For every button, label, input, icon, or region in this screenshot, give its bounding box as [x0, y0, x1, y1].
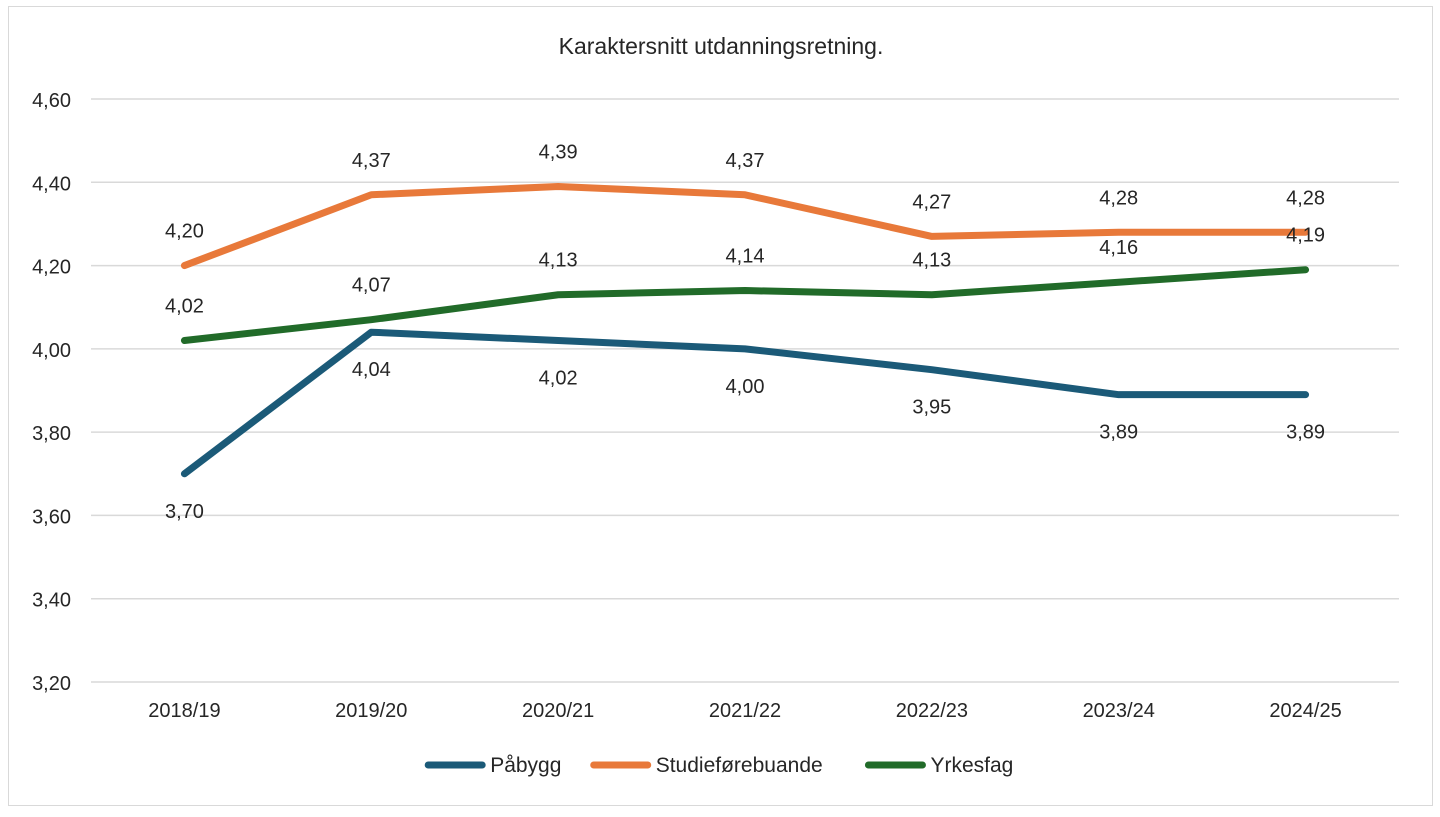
legend-label: Studieførebuande [656, 754, 823, 777]
data-label: 3,95 [912, 397, 951, 419]
legend-label: Påbygg [490, 754, 561, 777]
data-label: 4,02 [165, 296, 204, 318]
y-tick-label: 4,60 [32, 90, 71, 112]
series-line-påbygg [180, 328, 1310, 478]
data-label: 4,19 [1286, 225, 1325, 247]
legend: Påbygg Studieførebuande Yrkesfag [424, 754, 1013, 777]
data-label: 4,20 [165, 221, 204, 243]
x-tick-label: 2021/22 [709, 700, 781, 722]
data-label: 4,02 [539, 368, 578, 390]
y-axis-tick-labels: 3,20 3,40 3,60 3,80 4,00 4,20 4,40 4,60 [32, 90, 71, 695]
series-line-studieførebuande [180, 182, 1310, 270]
series-lines [180, 182, 1310, 478]
y-tick-label: 4,00 [32, 340, 71, 362]
data-label: 4,07 [352, 275, 391, 297]
y-tick-label: 3,20 [32, 673, 71, 695]
x-tick-label: 2024/25 [1269, 700, 1341, 722]
chart-frame: Karaktersnitt utdanningsretning. 3,20 3,4… [8, 6, 1433, 806]
data-label: 3,89 [1099, 422, 1138, 444]
x-tick-label: 2023/24 [1083, 700, 1155, 722]
x-tick-label: 2020/21 [522, 700, 594, 722]
data-label: 4,00 [726, 376, 765, 398]
line-chart: Karaktersnitt utdanningsretning. 3,20 3,4… [32, 33, 1399, 777]
series-line-yrkesfag [180, 266, 1310, 345]
data-label: 3,70 [165, 501, 204, 523]
data-label: 4,04 [352, 359, 391, 381]
data-label: 4,28 [1286, 187, 1325, 209]
legend-label: Yrkesfag [930, 754, 1013, 777]
data-label: 4,37 [352, 150, 391, 172]
y-tick-label: 4,20 [32, 257, 71, 279]
x-tick-label: 2022/23 [896, 700, 968, 722]
y-tick-label: 4,40 [32, 173, 71, 195]
data-labels: 3,70 4,04 4,02 4,00 3,95 3,89 3,89 4,20 4,37 4,39… [165, 141, 1325, 522]
data-label: 4,13 [912, 250, 951, 272]
data-label: 4,37 [726, 150, 765, 172]
data-label: 4,27 [912, 191, 951, 213]
x-tick-label: 2019/20 [335, 700, 407, 722]
data-label: 4,14 [726, 246, 765, 268]
y-tick-label: 3,60 [32, 506, 71, 528]
x-axis-tick-labels: 2018/19 2019/20 2020/21 2021/22 2022/23 2023/… [148, 700, 1341, 722]
y-tick-label: 3,80 [32, 423, 71, 445]
y-tick-label: 3,40 [32, 590, 71, 612]
data-label: 4,28 [1099, 187, 1138, 209]
chart-title: Karaktersnitt utdanningsretning. [559, 33, 884, 59]
data-label: 3,89 [1286, 422, 1325, 444]
data-label: 4,39 [539, 141, 578, 163]
data-label: 4,13 [539, 250, 578, 272]
x-tick-label: 2018/19 [148, 700, 220, 722]
data-label: 4,16 [1099, 237, 1138, 259]
